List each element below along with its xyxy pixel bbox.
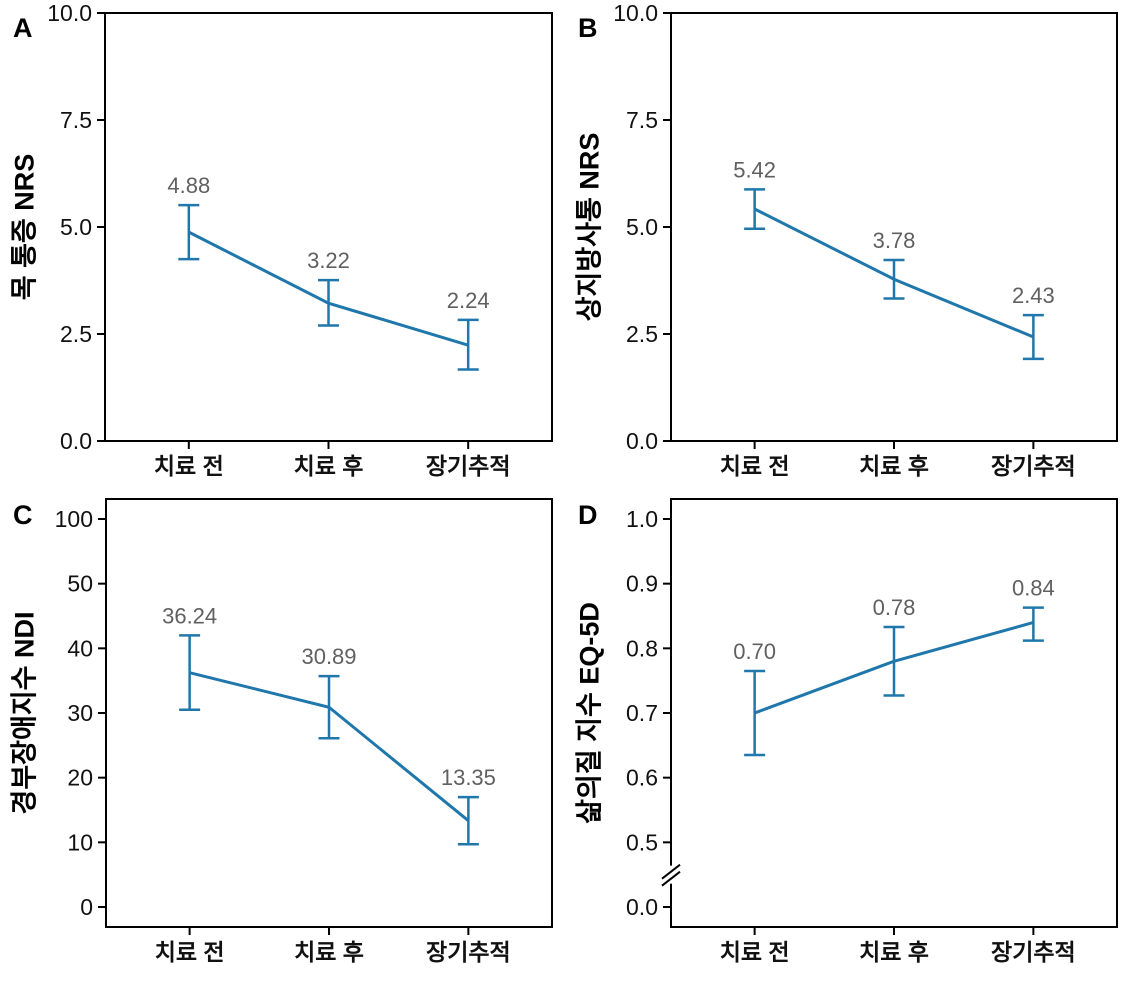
value-label: 3.78 xyxy=(873,228,916,253)
value-label: 2.43 xyxy=(1012,283,1055,308)
x-tick-label: 치료 전 xyxy=(154,453,224,479)
axis-break-mark xyxy=(661,870,681,887)
y-tick-label: 7.5 xyxy=(626,107,658,133)
value-label: 13.35 xyxy=(441,765,496,790)
y-tick-label: 10 xyxy=(67,829,93,855)
y-tick-label: 7.5 xyxy=(60,107,92,133)
y-tick-label: 0.0 xyxy=(626,894,658,920)
y-tick-label: 0 xyxy=(80,894,93,920)
y-tick-label: 1.0 xyxy=(626,506,658,532)
y-tick-label: 20 xyxy=(67,765,93,791)
value-label: 5.42 xyxy=(733,157,776,182)
y-tick-label: 0.8 xyxy=(626,635,658,661)
y-tick-label: 0.5 xyxy=(626,829,658,855)
y-tick-label: 0.0 xyxy=(626,428,658,454)
panel-letter: B xyxy=(578,13,598,43)
panel-letter: D xyxy=(578,500,598,530)
y-tick-label: 5.0 xyxy=(626,214,658,240)
y-tick-label: 10.0 xyxy=(613,0,658,26)
y-tick-label: 100 xyxy=(55,506,93,532)
y-axis-title: 목 통증 NRS xyxy=(9,154,39,301)
y-tick-label: 0.7 xyxy=(626,700,658,726)
y-tick-label: 40 xyxy=(67,635,93,661)
y-tick-label: 0.0 xyxy=(60,428,92,454)
y-axis-title: 경부장애지수 NDI xyxy=(9,611,39,814)
value-label: 0.78 xyxy=(873,595,916,620)
axis-break-mark xyxy=(661,863,681,880)
plot-box xyxy=(104,12,553,442)
x-tick-label: 장기추적 xyxy=(991,453,1076,479)
x-tick-label: 치료 전 xyxy=(155,939,225,965)
y-axis-title: 삶의질 지수 EQ-5D xyxy=(574,602,604,824)
x-tick-label: 장기추적 xyxy=(426,453,511,479)
y-tick-label: 50 xyxy=(67,571,93,597)
x-tick-label: 치료 후 xyxy=(294,939,364,965)
y-tick-label: 0.6 xyxy=(626,765,658,791)
value-label: 30.89 xyxy=(301,644,356,669)
value-label: 36.24 xyxy=(162,603,217,628)
axis-break-gap xyxy=(669,865,673,884)
y-tick-label: 0.9 xyxy=(626,571,658,597)
panel-b-chart: 0.0 2.5 5.0 7.5 10.0 치료 전 치료 후 장기추적 5.42 3.78 2.43… xyxy=(574,0,1118,479)
plot-box xyxy=(670,498,1118,928)
x-tick-label: 치료 전 xyxy=(720,939,790,965)
y-tick-label: 30 xyxy=(67,700,93,726)
panel-d-chart: 0.0 0.5 0.6 0.7 0.8 0.9 1.0 치료 전 치료 후 장기추적 0.70 0.7… xyxy=(574,498,1118,965)
x-tick-label: 장기추적 xyxy=(991,939,1076,965)
x-tick-label: 치료 후 xyxy=(294,453,364,479)
panel-a-chart: 0.0 2.5 5.0 7.5 10.0 치료 전 치료 후 장기추적 4.88 3.22 2.24… xyxy=(9,0,553,479)
y-tick-label: 5.0 xyxy=(60,214,92,240)
panel-c-chart: 0 10 20 30 40 50 100 치료 전 치료 후 장기추적 36.24 30.89 13.3… xyxy=(9,498,553,965)
panel-letter: A xyxy=(13,13,33,43)
x-tick-label: 장기추적 xyxy=(426,939,511,965)
x-tick-label: 치료 전 xyxy=(720,453,790,479)
value-label: 4.88 xyxy=(167,173,210,198)
x-tick-label: 치료 후 xyxy=(859,453,929,479)
y-tick-label: 2.5 xyxy=(626,321,658,347)
value-label: 0.70 xyxy=(733,639,776,664)
panel-letter: C xyxy=(13,500,33,530)
y-axis-title: 상지방사통 NRS xyxy=(574,133,604,322)
x-tick-label: 치료 후 xyxy=(859,939,929,965)
value-label: 0.84 xyxy=(1012,576,1055,601)
y-tick-label: 2.5 xyxy=(60,321,92,347)
y-tick-label: 10.0 xyxy=(47,0,92,26)
value-label: 3.22 xyxy=(307,248,350,273)
value-label: 2.24 xyxy=(447,288,490,313)
